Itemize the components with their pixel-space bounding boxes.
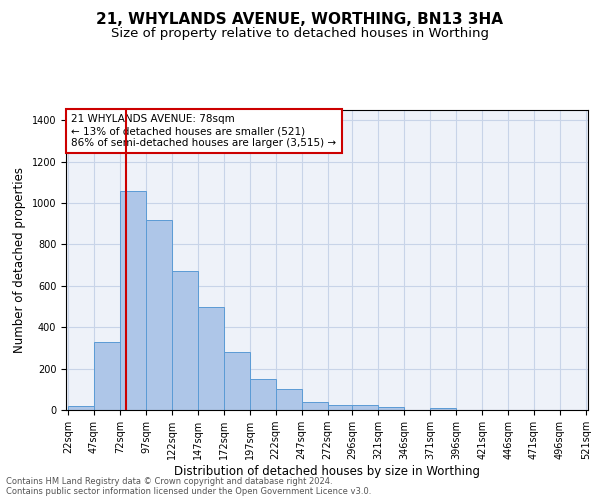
Bar: [224, 352, 250, 410]
Bar: [120, 190, 146, 410]
Bar: [172, 272, 198, 410]
Text: 21 WHYLANDS AVENUE: 78sqm
← 13% of detached houses are smaller (521)
86% of semi: 21 WHYLANDS AVENUE: 78sqm ← 13% of detac…: [71, 114, 337, 148]
Bar: [379, 407, 404, 410]
Bar: [352, 405, 379, 410]
Bar: [198, 306, 224, 410]
Bar: [68, 406, 94, 410]
X-axis label: Distribution of detached houses by size in Worthing: Distribution of detached houses by size …: [174, 465, 480, 478]
Bar: [430, 408, 456, 410]
Bar: [328, 405, 353, 410]
Bar: [146, 220, 172, 410]
Text: Size of property relative to detached houses in Worthing: Size of property relative to detached ho…: [111, 28, 489, 40]
Text: Contains public sector information licensed under the Open Government Licence v3: Contains public sector information licen…: [6, 487, 371, 496]
Text: Contains HM Land Registry data © Crown copyright and database right 2024.: Contains HM Land Registry data © Crown c…: [6, 477, 332, 486]
Y-axis label: Number of detached properties: Number of detached properties: [13, 167, 26, 353]
Bar: [302, 402, 328, 410]
Bar: [94, 342, 120, 410]
Bar: [250, 379, 275, 410]
Text: 21, WHYLANDS AVENUE, WORTHING, BN13 3HA: 21, WHYLANDS AVENUE, WORTHING, BN13 3HA: [97, 12, 503, 28]
Bar: [275, 390, 302, 410]
